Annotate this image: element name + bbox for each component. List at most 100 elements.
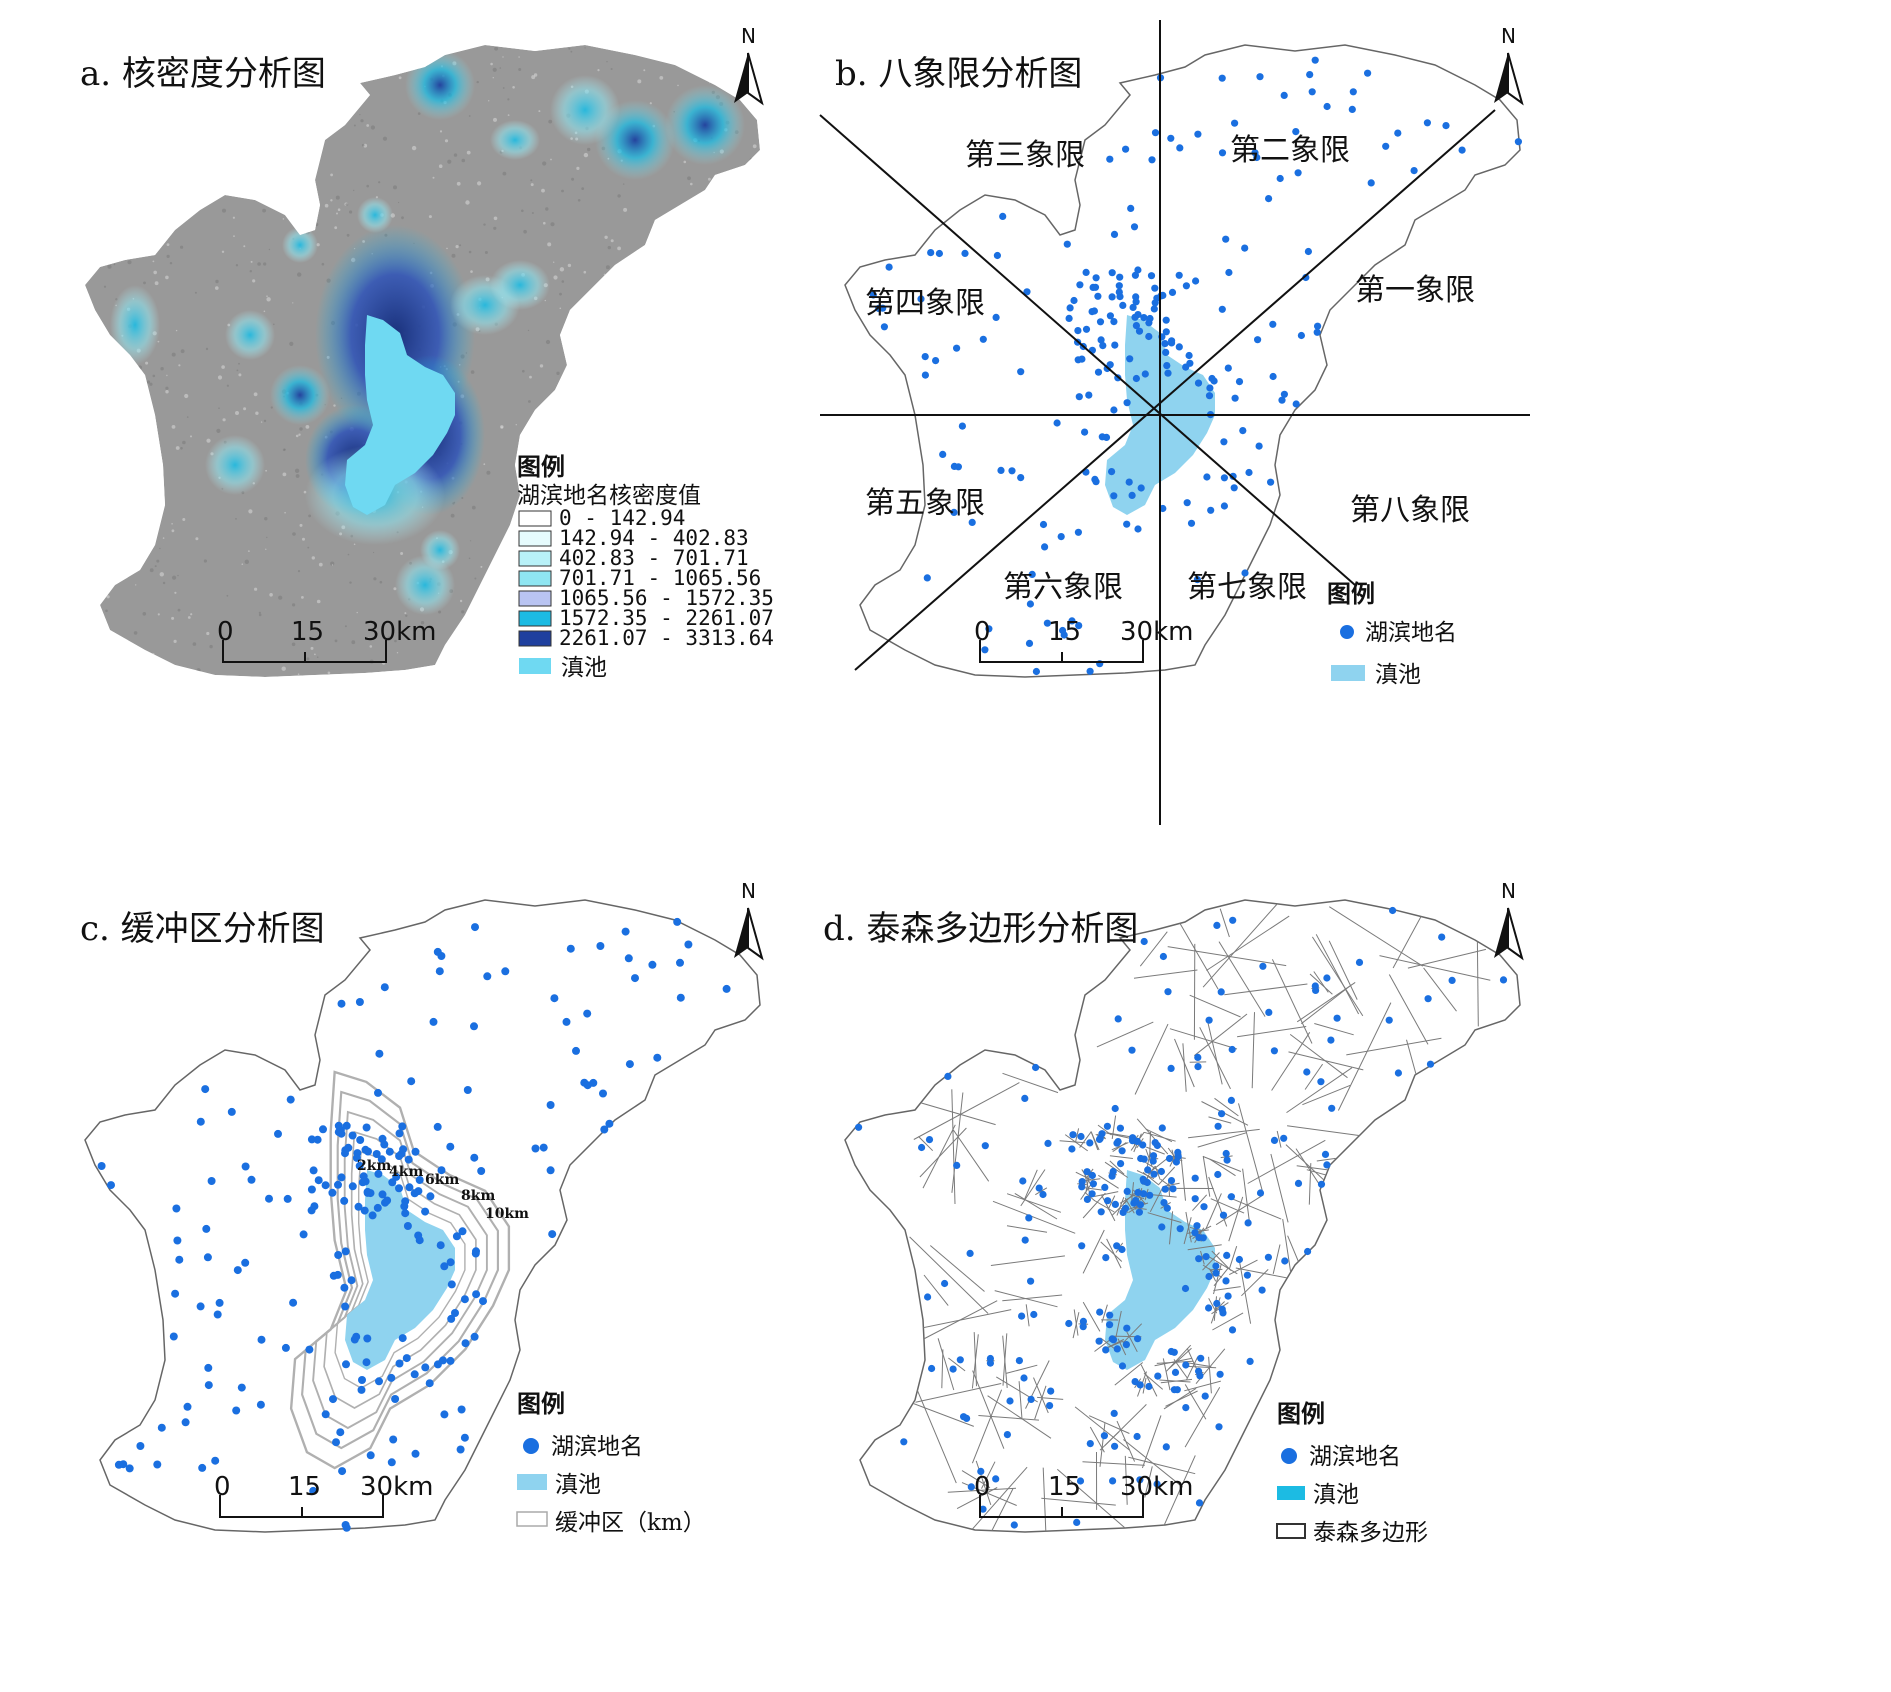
terrain-speck (710, 652, 715, 658)
voronoi-edge (1074, 1406, 1130, 1451)
terrain-speck (151, 653, 155, 656)
place-name-point (172, 1204, 181, 1213)
voronoi-edge (1388, 974, 1429, 1045)
terrain-speck (453, 153, 458, 157)
svg-text:30km: 30km (1120, 617, 1193, 647)
terrain-speck (557, 414, 561, 418)
place-name-point (421, 1363, 430, 1372)
terrain-speck (286, 116, 291, 121)
terrain-speck (128, 186, 132, 191)
place-name-point (1224, 364, 1232, 372)
octant-lines (819, 20, 1530, 825)
terrain-speck (379, 580, 383, 584)
terrain-speck (671, 217, 674, 220)
voronoi-edge (1114, 1310, 1122, 1342)
place-name-point (389, 1435, 398, 1444)
terrain-speck (334, 639, 338, 643)
terrain-speck (598, 302, 601, 306)
place-name-point (1228, 1326, 1237, 1334)
terrain-speck (159, 572, 164, 577)
place-name-point (400, 1202, 409, 1211)
terrain-speck (110, 424, 113, 426)
terrain-speck (553, 261, 555, 263)
place-name-point (1164, 369, 1172, 377)
place-name-point (1039, 1190, 1047, 1199)
place-name-point (1028, 570, 1036, 579)
place-name-point (1349, 88, 1357, 96)
terrain-speck (738, 282, 740, 285)
voronoi-edge (1288, 1051, 1364, 1071)
place-name-point (1106, 155, 1114, 163)
place-name-point (1102, 1346, 1110, 1354)
place-name-point (1106, 1311, 1114, 1319)
place-name-point (1083, 1168, 1091, 1176)
place-name-point (1256, 1189, 1265, 1197)
voronoi-edge (1276, 1130, 1282, 1148)
terrain-speck (710, 236, 715, 242)
terrain-speck (235, 518, 237, 520)
terrain-speck (626, 261, 630, 266)
place-name-point (928, 1364, 936, 1373)
place-name-point (204, 1381, 213, 1390)
place-name-point (362, 1358, 371, 1367)
voronoi-edge (1106, 1238, 1122, 1269)
voronoi-edge (1315, 934, 1360, 1015)
voronoi-edge (1337, 1002, 1392, 1111)
voronoi-edge (1214, 1301, 1225, 1312)
terrain-speck (297, 673, 300, 675)
terrain-speck (206, 631, 210, 636)
place-name-point (1128, 491, 1136, 499)
place-name-point (1154, 1372, 1162, 1380)
place-name-point (1227, 1193, 1235, 1201)
terrain-speck (571, 177, 575, 181)
place-name-point (1123, 1187, 1131, 1195)
terrain-speck (103, 558, 108, 562)
terrain-speck (553, 275, 558, 280)
voronoi-polygons (861, 900, 1491, 1532)
place-name-point (1102, 1254, 1110, 1262)
terrain-speck (753, 364, 758, 369)
voronoi-edge (1107, 1132, 1132, 1138)
place-name-point (470, 1332, 479, 1341)
voronoi-edge (913, 1082, 1020, 1140)
study-area-boundary (844, 44, 1521, 678)
place-name-point (1213, 921, 1221, 929)
svg-text:滇池: 滇池 (555, 1472, 601, 1498)
legend-lake-swatch (1331, 665, 1365, 681)
terrain-speck (378, 181, 381, 184)
terrain-speck (180, 447, 183, 450)
voronoi-edge (941, 1349, 944, 1389)
place-name-point (1134, 1335, 1142, 1343)
terrain-speck (725, 379, 727, 382)
place-name-point (1176, 144, 1184, 152)
place-name-point (1132, 298, 1140, 306)
place-name-point (1175, 271, 1183, 279)
terrain-speck (92, 198, 96, 202)
place-name-point (1162, 316, 1170, 324)
terrain-speck (306, 657, 310, 661)
terrain-speck (730, 203, 735, 208)
terrain-speck (118, 402, 121, 405)
voronoi-edge (1205, 1254, 1238, 1275)
terrain-speck (264, 517, 268, 521)
terrain-speck (282, 218, 285, 220)
place-name-point (1140, 937, 1148, 946)
terrain-speck (133, 241, 136, 243)
place-name-point (1175, 343, 1183, 351)
voronoi-edge (1208, 1268, 1217, 1282)
terrain-speck (294, 468, 300, 473)
place-name-point (380, 983, 389, 992)
terrain-speck (692, 682, 696, 686)
place-name-point (1317, 1078, 1325, 1086)
quadrant-7-label: 第七象限 (1187, 570, 1307, 605)
terrain-speck (644, 660, 649, 665)
terrain-speck (140, 171, 144, 174)
terrain-speck (484, 251, 488, 254)
place-name-point (313, 1135, 322, 1144)
terrain-speck (171, 523, 173, 525)
terrain-speck (753, 419, 758, 423)
terrain-speck (481, 656, 486, 661)
terrain-speck (206, 438, 211, 443)
terrain-speck (137, 682, 141, 686)
terrain-speck (115, 252, 119, 256)
